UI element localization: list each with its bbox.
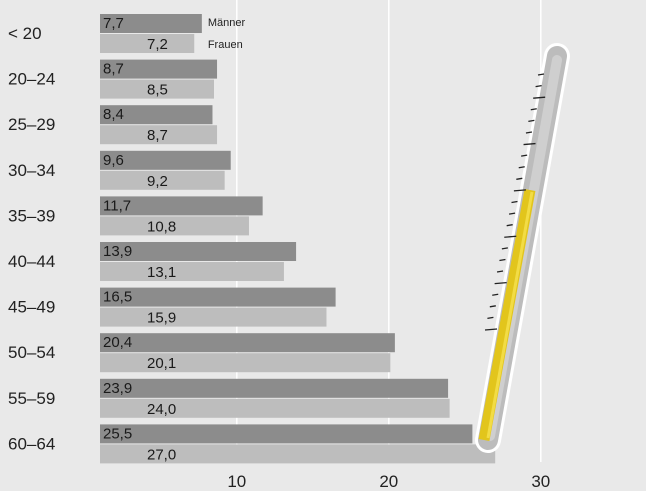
thermometer-scale-mark xyxy=(492,293,499,296)
thermometer-scale-mark xyxy=(487,316,494,320)
bar-maenner xyxy=(100,287,336,307)
bar-frauen xyxy=(100,79,214,99)
category-label: < 20 xyxy=(8,24,42,43)
value-label-frauen: 15,9 xyxy=(147,310,176,327)
value-label-maenner: 8,4 xyxy=(103,106,124,123)
value-label-frauen: 8,7 xyxy=(147,127,168,144)
thermometer-mercury-highlight xyxy=(486,191,534,439)
thermometer-scale-mark xyxy=(535,84,542,88)
category-label: 20–24 xyxy=(8,70,55,89)
bar-maenner xyxy=(100,105,213,125)
bar-frauen xyxy=(100,398,450,418)
thermometer-scale-mark xyxy=(506,224,513,227)
value-label-maenner: 23,9 xyxy=(103,380,132,397)
value-label-frauen: 7,2 xyxy=(147,36,168,53)
category-row: 30–34 9,6 9,2 xyxy=(8,150,231,190)
bar-frauen xyxy=(100,170,225,190)
thermometer-scale-mark xyxy=(521,154,528,157)
category-label: 40–44 xyxy=(8,252,55,271)
thermometer-scale-mark xyxy=(508,212,516,215)
thermometer-scale-mark xyxy=(494,281,507,285)
category-label: 45–49 xyxy=(8,298,55,317)
thermometer-scale-mark xyxy=(499,258,506,262)
bar-maenner xyxy=(100,378,449,398)
legend-entry-maenner: Männer xyxy=(208,17,246,29)
value-label-maenner: 16,5 xyxy=(103,289,132,306)
category-row: 50–54 20,4 20,1 xyxy=(8,333,395,373)
thermometer-scale-mark xyxy=(489,305,496,308)
category-row: 35–39 11,7 10,8 xyxy=(8,196,263,236)
value-label-maenner: 8,7 xyxy=(103,61,124,78)
category-row: 55–59 23,9 24,0 xyxy=(8,378,450,418)
bar-frauen xyxy=(100,444,496,464)
category-row: 45–49 16,5 15,9 xyxy=(8,287,336,327)
category-row: 25–29 8,4 8,7 xyxy=(8,105,218,145)
value-label-frauen: 20,1 xyxy=(147,355,176,372)
legend: Männer Frauen xyxy=(208,17,246,51)
bar-maenner xyxy=(100,14,202,33)
thermometer-scale-mark xyxy=(518,166,525,169)
thermometer-scale-mark xyxy=(496,270,504,273)
category-row: < 20 7,7 7,2 xyxy=(8,14,202,53)
thermometer-scale-mark xyxy=(511,200,518,204)
thermometer-scale xyxy=(484,73,546,331)
thermometer-illustration xyxy=(475,43,570,453)
bar-maenner xyxy=(100,333,395,353)
bar-frauen xyxy=(100,307,327,327)
category-label: 50–54 xyxy=(8,343,55,362)
thermometer-scale-mark xyxy=(525,131,533,134)
bar-maenner xyxy=(100,150,231,170)
thermometer-scale-mark xyxy=(537,73,545,76)
thermometer-scale-mark xyxy=(523,142,536,146)
bar-maenner xyxy=(100,59,218,79)
category-row: 20–24 8,7 8,5 xyxy=(8,59,218,99)
bar-frauen xyxy=(100,216,249,236)
bar-frauen xyxy=(100,125,218,145)
value-label-frauen: 10,8 xyxy=(147,218,176,235)
value-label-maenner: 7,7 xyxy=(103,15,124,32)
value-label-frauen: 8,5 xyxy=(147,82,168,99)
thermometer-scale-mark xyxy=(533,96,546,99)
category-label: 25–29 xyxy=(8,115,55,134)
category-row: 40–44 13,9 13,1 xyxy=(8,242,297,281)
bar-frauen xyxy=(100,34,195,53)
value-label-maenner: 13,9 xyxy=(103,243,132,260)
value-label-maenner: 20,4 xyxy=(103,334,132,351)
thermometer-scale-mark xyxy=(513,189,526,192)
category-label: 55–59 xyxy=(8,389,55,408)
value-label-frauen: 13,1 xyxy=(147,264,176,281)
category-label: 35–39 xyxy=(8,206,55,225)
bar-frauen xyxy=(100,262,284,281)
value-label-frauen: 24,0 xyxy=(147,401,176,418)
bar-frauen xyxy=(100,353,391,373)
legend-entry-frauen: Frauen xyxy=(208,39,243,51)
thermometer-scale-mark xyxy=(530,108,537,111)
value-label-maenner: 11,7 xyxy=(103,197,131,214)
value-label-maenner: 9,6 xyxy=(103,152,124,169)
bar-maenner xyxy=(100,424,473,444)
x-tick-label: 30 xyxy=(531,472,550,491)
bar-maenner xyxy=(100,242,297,261)
value-label-maenner: 25,5 xyxy=(103,425,132,442)
bar-series-group: < 20 7,7 7,2 20–24 8,7 8,5 25–29 8,4 8,7 30–34 9,6… xyxy=(8,14,496,464)
thermometer-scale-mark xyxy=(501,247,508,250)
thermometer-scale-mark xyxy=(528,119,535,123)
category-label: 30–34 xyxy=(8,161,55,180)
thermometer-mercury xyxy=(478,189,536,441)
category-label: 60–64 xyxy=(8,434,55,453)
thermometer-scale-mark xyxy=(516,177,523,180)
thermometer-scale-mark xyxy=(504,235,517,238)
category-row: 60–64 25,5 27,0 xyxy=(8,424,496,464)
x-tick-label: 10 xyxy=(227,472,246,491)
thermometer-scale-mark xyxy=(484,328,498,331)
value-label-frauen: 27,0 xyxy=(147,446,176,463)
x-tick-label: 20 xyxy=(379,472,398,491)
bar-maenner xyxy=(100,196,263,216)
value-label-frauen: 9,2 xyxy=(147,173,168,190)
x-axis: 10 20 30 xyxy=(227,472,550,491)
